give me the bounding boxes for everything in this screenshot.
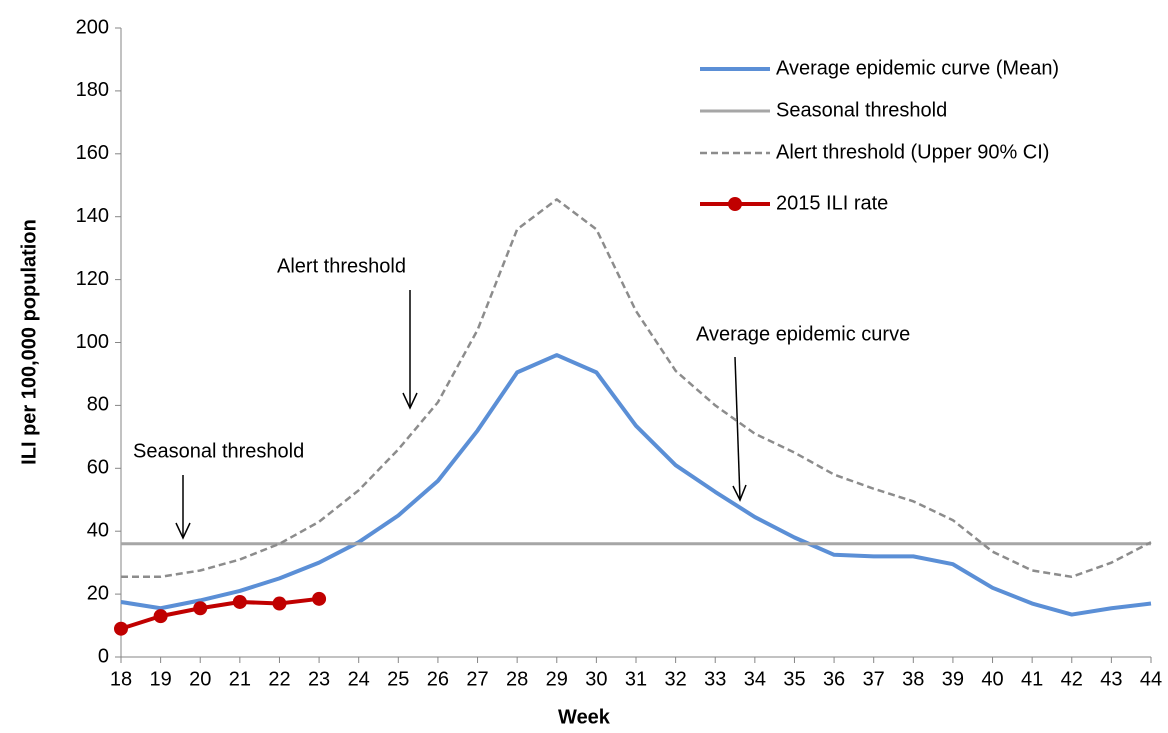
point	[114, 621, 128, 636]
x-tick-label: 33	[704, 668, 726, 690]
x-tick-label: 18	[110, 668, 132, 690]
legend-label: Alert threshold (Upper 90% CI)	[776, 141, 1049, 163]
y-tick-label: 100	[76, 331, 109, 353]
x-tick-label: 22	[268, 668, 290, 690]
series-line	[120, 596, 320, 631]
y-tick-label: 200	[76, 16, 109, 38]
x-axis-title: Week	[558, 706, 611, 728]
annotation: Alert threshold	[277, 255, 406, 277]
y-tick-label: 140	[76, 205, 109, 227]
x-tick-label: 43	[1100, 668, 1122, 690]
y-axis-title: ILI per 100,000 population	[18, 219, 40, 465]
y-tick-label: 120	[76, 268, 109, 290]
x-tick-label: 38	[902, 668, 924, 690]
x-tick-label: 29	[546, 668, 568, 690]
x-tick-label: 32	[664, 668, 686, 690]
annotation-arrows	[175, 290, 747, 540]
annotation: Seasonal threshold	[133, 440, 304, 462]
x-tick-label: 40	[981, 668, 1003, 690]
x-tick-label: 24	[348, 668, 370, 690]
x-tick-label: 39	[942, 668, 964, 690]
x-tick-label: 44	[1140, 668, 1162, 690]
point	[193, 601, 208, 616]
x-tick-label: 36	[823, 668, 845, 690]
y-tick-label: 180	[76, 79, 109, 101]
y-tick-label: 0	[98, 645, 109, 667]
x-tick-label: 35	[783, 668, 805, 690]
legend-label: Average epidemic curve (Mean)	[776, 57, 1059, 79]
point	[153, 609, 168, 624]
x-tick-label: 21	[229, 668, 251, 690]
y-tick-label: 20	[87, 582, 109, 604]
series-line	[121, 198, 1152, 579]
x-tick-label: 28	[506, 668, 528, 690]
x-tick-label: 26	[427, 668, 449, 690]
x-tick-label: 20	[189, 668, 211, 690]
x-tick-label: 37	[863, 668, 885, 690]
x-tick-label: 41	[1021, 668, 1043, 690]
annotation: Average epidemic curve	[696, 323, 910, 345]
x-tick-label: 42	[1061, 668, 1083, 690]
point	[232, 594, 247, 609]
y-tick-label: 40	[87, 519, 109, 541]
point	[312, 591, 327, 606]
x-tick-label: 31	[625, 668, 647, 690]
series-line	[120, 353, 1152, 617]
x-tick-label: 34	[744, 668, 766, 690]
y-tick-label: 60	[87, 457, 109, 479]
y-tick-label: 160	[76, 142, 109, 164]
x-tick-label: 30	[585, 668, 607, 690]
x-tick-label: 23	[308, 668, 330, 690]
legend-label: 2015 ILI rate	[776, 192, 888, 214]
legend-marker	[728, 197, 742, 211]
x-tick-label: 27	[466, 668, 488, 690]
y-tick-label: 80	[87, 394, 109, 416]
point	[272, 596, 287, 611]
x-tick-label: 25	[387, 668, 409, 690]
legend-label: Seasonal threshold	[776, 99, 947, 121]
x-tick-label: 19	[149, 668, 171, 690]
